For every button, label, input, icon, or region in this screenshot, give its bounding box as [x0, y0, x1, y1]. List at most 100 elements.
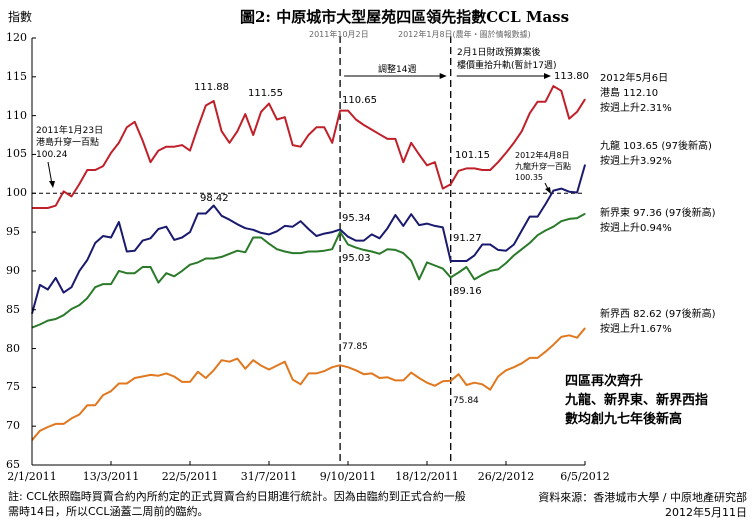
label-kln-peak: 98.42: [200, 193, 229, 204]
data-point-hk: [442, 188, 444, 190]
data-point-ntw: [584, 327, 586, 329]
data-point-hk: [189, 150, 191, 152]
series-label-kln-change: 按週上升3.92%: [600, 156, 672, 167]
footnote-line1: 註: CCL依照臨時買賣合約內所約定的正式買賣合約日期進行統計。因為由臨約到正式…: [8, 490, 466, 503]
data-point-hk: [94, 169, 96, 171]
data-point-nte: [94, 286, 96, 288]
data-point-hk: [458, 170, 460, 172]
data-point-ntw: [537, 357, 539, 359]
data-point-ntw: [228, 361, 231, 363]
data-point-nte: [552, 226, 555, 228]
y-tick-label: 65: [6, 458, 20, 471]
data-point-nte: [86, 297, 88, 299]
data-point-kln: [39, 284, 41, 286]
data-point-nte: [386, 248, 389, 250]
y-tick-label: 80: [6, 341, 20, 355]
data-point-nte: [244, 251, 246, 253]
label-ntw-jan: 75.84: [453, 396, 479, 406]
data-point-ntw: [371, 372, 373, 374]
data-point-kln: [529, 216, 531, 218]
data-point-hk: [347, 110, 349, 112]
data-point-nte: [55, 318, 57, 320]
data-point-nte: [363, 249, 365, 251]
data-point-kln: [513, 243, 515, 246]
x-tick-label: 2/1/2011: [7, 470, 57, 483]
data-point-nte: [497, 268, 499, 270]
data-point-kln: [149, 237, 152, 239]
data-point-nte: [402, 252, 404, 254]
data-point-kln: [228, 219, 231, 221]
data-point-nte: [252, 236, 254, 239]
data-point-ntw: [418, 377, 420, 379]
data-point-kln: [537, 216, 539, 218]
data-point-nte: [134, 272, 136, 274]
series-label-ntw: 新界西 82.62 (97後新高) 按週上升1.67%: [600, 307, 716, 337]
label-hk-peak1: 111.88: [194, 82, 229, 93]
data-point-hk: [102, 165, 104, 167]
data-point-ntw: [126, 382, 128, 385]
data-point-hk: [126, 126, 128, 128]
data-point-hk: [418, 153, 420, 156]
data-point-ntw: [221, 359, 223, 361]
label-hk-peak2: 111.55: [248, 88, 283, 99]
data-point-hk: [142, 139, 144, 142]
data-point-hk: [323, 126, 325, 128]
data-point-hk: [39, 207, 41, 209]
data-point-hk: [181, 144, 183, 146]
data-point-kln: [473, 254, 475, 256]
data-point-ntw: [284, 361, 286, 363]
data-point-ntw: [339, 364, 341, 366]
data-point-hk: [552, 85, 555, 87]
data-point-hk: [78, 183, 80, 185]
hk-cross-100-date: 2011年1月23日: [36, 126, 104, 136]
data-point-hk: [473, 167, 475, 169]
data-point-kln: [355, 240, 357, 242]
data-point-nte: [481, 274, 483, 276]
rise-period-label-line1: 2月1日財政預算案後: [457, 48, 541, 58]
data-point-ntw: [489, 389, 491, 391]
data-point-nte: [544, 229, 547, 232]
data-point-ntw: [307, 372, 310, 374]
series-label-hk-date: 2012年5月6日: [600, 73, 669, 84]
data-point-nte: [173, 275, 175, 277]
data-point-kln: [323, 233, 325, 235]
data-point-ntw: [481, 383, 483, 385]
series-label-hk-value: 港島 112.10: [600, 88, 659, 99]
data-point-nte: [118, 270, 120, 272]
hk-cross-100-value: 100.24: [36, 150, 68, 160]
rise-period-label-line2: 樓價重拾升軌(暫計17週): [457, 61, 557, 71]
data-point-nte: [300, 252, 302, 254]
data-point-nte: [197, 261, 199, 263]
data-point-ntw: [213, 369, 215, 371]
data-point-nte: [323, 250, 325, 252]
source-text: 資料來源：香港城市大學 / 中原地產研究部: [538, 491, 747, 504]
data-point-ntw: [292, 379, 294, 381]
y-tick-label: 85: [6, 302, 20, 316]
data-point-nte: [339, 231, 341, 233]
data-point-nte: [284, 250, 286, 253]
data-point-kln: [560, 188, 562, 190]
data-point-kln: [244, 227, 246, 229]
data-point-nte: [189, 264, 191, 266]
data-point-hk: [386, 138, 389, 140]
data-point-kln: [505, 250, 507, 252]
chart-axis-layer: [31, 37, 586, 466]
series-label-ntw-value: 新界西 82.62 (97後新高): [600, 309, 716, 320]
data-point-kln: [465, 260, 468, 262]
data-point-hk: [307, 134, 310, 136]
data-point-kln: [489, 243, 491, 246]
hk-cross-100-pointer: [47, 161, 53, 185]
data-point-nte: [70, 308, 73, 310]
data-point-kln: [63, 292, 65, 294]
data-point-nte: [165, 272, 167, 274]
data-point-ntw: [442, 380, 444, 382]
data-point-kln: [70, 286, 73, 288]
data-point-hk: [236, 130, 238, 132]
data-point-kln: [292, 226, 294, 228]
data-point-nte: [63, 314, 65, 316]
data-point-ntw: [86, 404, 88, 406]
data-point-ntw: [173, 375, 175, 378]
data-point-kln: [189, 231, 191, 233]
summary-line1: 四區再次齊升: [565, 374, 644, 389]
hk-pointer-head: [49, 181, 55, 188]
